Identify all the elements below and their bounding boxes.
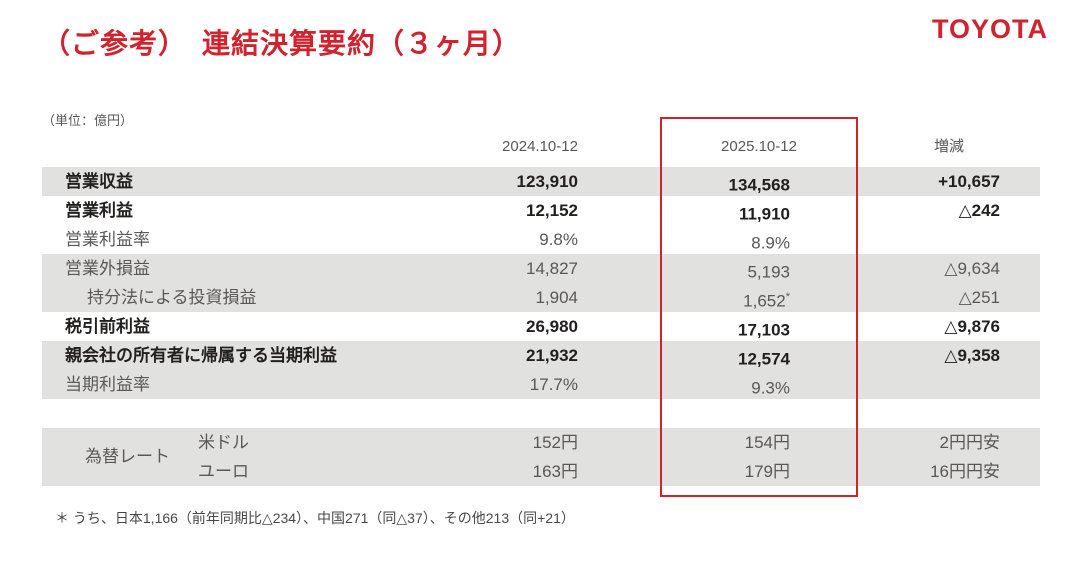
value-2025-text: 134,568	[728, 175, 790, 195]
value-2025: 11,910	[660, 196, 858, 225]
value-2025: 9.3%	[660, 370, 858, 399]
table-row: 営業外損益 14,827 5,193 △9,634	[42, 254, 1040, 283]
value-2024: 14,827	[526, 259, 578, 278]
fx-currency-label: ユーロ	[198, 462, 249, 481]
value-2025: 17,103	[660, 312, 858, 341]
toyota-logo: TOYOTA	[931, 14, 1048, 44]
row-label: 税引前利益	[65, 317, 150, 336]
footnote: ＊ うち、日本1,166（前年同期比△234）、中国271（同△37）、その他2…	[55, 510, 575, 526]
fx-value-2025: 179円	[744, 462, 790, 481]
financial-table: 2024.10-12 2025.10-12 増減 営業収益 123,910 13…	[42, 130, 1040, 486]
fx-rate-label: 為替レート	[85, 447, 170, 466]
page-title: （ご参考） 連結決算要約（３ヶ月）	[42, 28, 522, 59]
value-change: △9,876	[944, 317, 1000, 336]
value-change: +10,657	[938, 172, 1000, 191]
value-change: △242	[958, 201, 1000, 220]
value-2024: 1,904	[535, 288, 578, 307]
row-label: 親会社の所有者に帰属する当期利益	[65, 346, 337, 365]
table-gap	[42, 399, 1040, 428]
value-2024: 26,980	[526, 317, 578, 336]
fx-value-change: 2円円安	[939, 433, 1000, 452]
value-2024: 123,910	[516, 172, 578, 191]
row-label: 営業利益率	[65, 230, 150, 249]
table-header-row: 2024.10-12 2025.10-12 増減	[42, 130, 1040, 167]
fx-rate-rows: 米ドル 152円 154円 2円円安 ユーロ 163円 179円 16円円安	[42, 428, 1040, 486]
row-label: 持分法による投資損益	[87, 288, 257, 307]
fx-value-2024: 152円	[532, 433, 578, 452]
fx-rate-row: ユーロ 163円 179円 16円円安	[42, 457, 1040, 486]
value-change: △251	[958, 288, 1000, 307]
value-change: △9,634	[944, 259, 1000, 278]
table-row: 営業収益 123,910 134,568 +10,657	[42, 167, 1040, 196]
column-header-2025: 2025.10-12	[721, 138, 797, 155]
value-2024: 9.8%	[539, 230, 578, 249]
table-row: 営業利益率 9.8% 8.9%	[42, 225, 1040, 254]
table-row: 営業利益 12,152 11,910 △242	[42, 196, 1040, 225]
table-row: 親会社の所有者に帰属する当期利益 21,932 12,574 △9,358	[42, 341, 1040, 370]
value-2025-text: 9.3%	[751, 378, 790, 398]
value-2025: 134,568	[660, 167, 858, 196]
row-label: 営業外損益	[65, 259, 150, 278]
fx-rate-section: 為替レート 米ドル 152円 154円 2円円安 ユーロ 163円 179円 1…	[42, 428, 1040, 486]
value-2025: 5,193	[660, 254, 858, 283]
column-header-empty	[42, 130, 420, 167]
fx-value-change: 16円円安	[930, 462, 1000, 481]
row-label: 営業利益	[65, 201, 133, 220]
table-row: 税引前利益 26,980 17,103 △9,876	[42, 312, 1040, 341]
value-2024: 21,932	[526, 346, 578, 365]
value-2024: 17.7%	[529, 375, 578, 394]
value-2024: 12,152	[526, 201, 578, 220]
row-label: 営業収益	[65, 172, 133, 191]
table-body: 営業収益 123,910 134,568 +10,657 営業利益 12,152…	[42, 167, 1040, 399]
value-2025: 1,652*	[660, 283, 858, 312]
value-change	[858, 225, 1040, 254]
value-2025-text: 17,103	[738, 320, 790, 340]
column-header-change: 増減	[933, 138, 964, 155]
row-label: 当期利益率	[65, 375, 150, 394]
value-2025-text: 8.9%	[751, 233, 790, 253]
fx-currency-label: 米ドル	[198, 433, 249, 452]
value-2025: 12,574	[660, 341, 858, 370]
fx-value-2024: 163円	[532, 462, 578, 481]
value-change: △9,358	[944, 346, 1000, 365]
value-2025: 8.9%	[660, 225, 858, 254]
fx-value-2025: 154円	[744, 433, 790, 452]
value-2025-text: 1,652	[743, 291, 786, 311]
value-2025-text: 5,193	[747, 262, 790, 282]
column-header-2024: 2024.10-12	[502, 138, 578, 155]
fx-rate-row: 米ドル 152円 154円 2円円安	[42, 428, 1040, 457]
value-2025-text: 11,910	[738, 204, 790, 224]
footnote-marker: *	[785, 291, 790, 303]
value-2025-text: 12,574	[738, 349, 790, 369]
value-change	[858, 370, 1040, 399]
unit-label: （単位：億円）	[42, 113, 134, 128]
table-row: 持分法による投資損益 1,904 1,652* △251	[42, 283, 1040, 312]
table-row: 当期利益率 17.7% 9.3%	[42, 370, 1040, 399]
